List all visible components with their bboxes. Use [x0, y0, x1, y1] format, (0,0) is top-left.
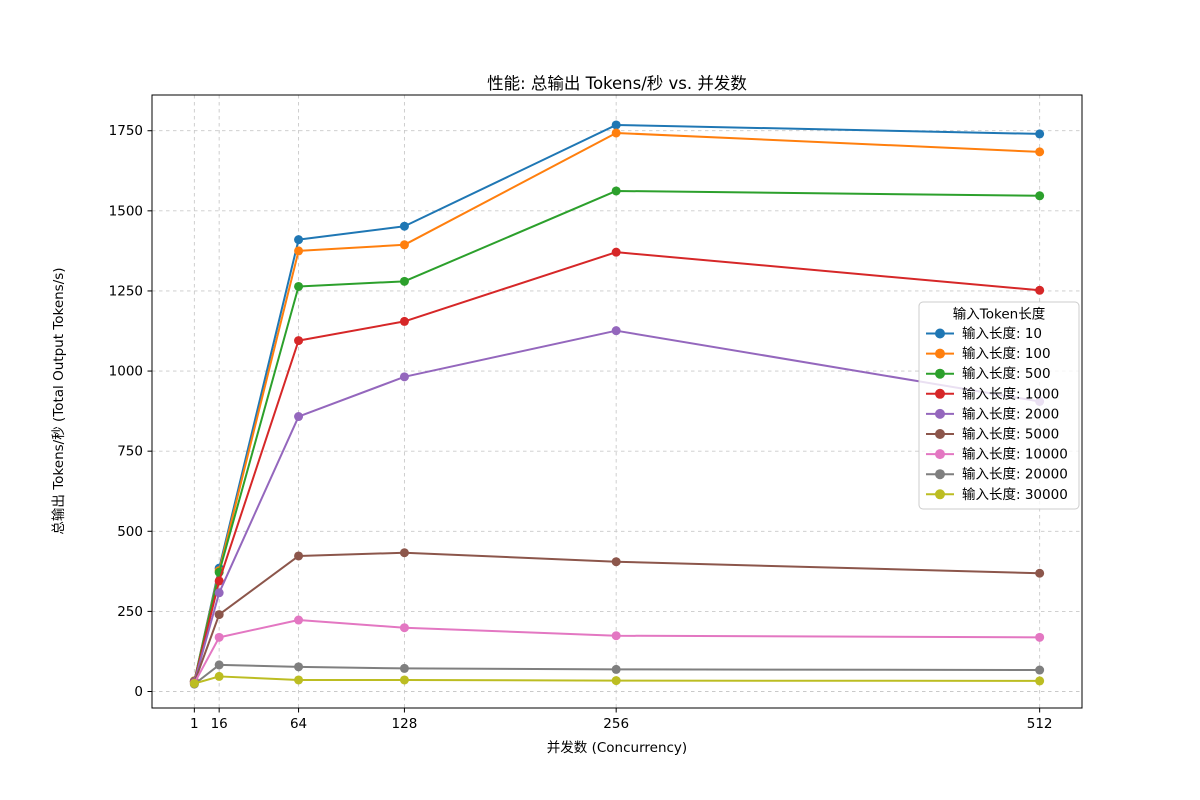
legend-title: 输入Token长度 [953, 307, 1045, 323]
y-tick-label-500: 500 [117, 524, 143, 540]
series-1-point-256 [611, 128, 621, 138]
legend-label-3: 输入长度: 1000 [962, 386, 1059, 402]
series-3-point-64 [294, 336, 304, 346]
series-3-point-256 [611, 247, 621, 257]
series-line-7 [193, 663, 1041, 686]
series-3-point-512 [1035, 285, 1045, 295]
series-line-5 [193, 551, 1041, 684]
series-line-0 [193, 123, 1041, 682]
series-0-point-512 [1035, 129, 1045, 139]
legend-marker-3 [935, 388, 945, 399]
legend-box [918, 301, 1080, 510]
y-tick-label-250: 250 [117, 604, 143, 620]
series-8-point-1 [189, 678, 199, 688]
series-3-point-128 [399, 316, 409, 326]
x-tick-label-256: 256 [603, 716, 629, 732]
series-line-6 [193, 619, 1041, 685]
legend-marker-8 [935, 489, 945, 500]
series-line-1 [193, 131, 1041, 682]
legend-label-7: 输入长度: 20000 [962, 467, 1068, 483]
series-1-point-512 [1035, 147, 1045, 157]
x-tick-label-128: 128 [392, 716, 418, 732]
series-6-point-64 [294, 615, 304, 625]
y-tick-label-0: 0 [134, 684, 143, 700]
legend-marker-1 [935, 348, 945, 359]
x-tick-label-16: 16 [211, 716, 228, 732]
series-0-point-128 [399, 221, 409, 231]
series-8-point-16 [214, 671, 224, 681]
series-4-point-16 [214, 588, 224, 598]
series-4-point-128 [399, 372, 409, 382]
series-6-point-512 [1035, 632, 1045, 642]
legend-marker-5 [935, 429, 945, 439]
legend-marker-0 [935, 328, 945, 339]
series-6-point-16 [214, 632, 224, 642]
series-1-point-128 [399, 240, 409, 250]
legend-marker-4 [935, 408, 945, 419]
legend-label-4: 输入长度: 2000 [962, 406, 1059, 422]
legend-label-0: 输入长度: 10 [962, 326, 1042, 342]
series-line-3 [193, 251, 1041, 683]
series-line-4 [193, 329, 1041, 683]
series-0-point-256 [611, 120, 621, 130]
series-5-point-256 [611, 557, 621, 567]
series-0-point-64 [294, 235, 304, 245]
y-tick-label-1250: 1250 [109, 283, 143, 299]
legend-label-8: 输入长度: 30000 [962, 487, 1068, 503]
series-2-point-64 [294, 281, 304, 291]
series-5-point-16 [214, 610, 224, 620]
y-tick-label-1750: 1750 [109, 123, 143, 139]
axes-frame [151, 94, 1083, 709]
series-5-point-512 [1035, 568, 1045, 578]
series-4-point-256 [611, 326, 621, 336]
legend-marker-2 [935, 368, 945, 379]
x-tick-label-512: 512 [1027, 716, 1053, 732]
y-tick-label-1000: 1000 [109, 364, 143, 380]
series-line-2 [193, 189, 1041, 683]
legend-marker-6 [935, 449, 945, 460]
series-8-point-512 [1035, 676, 1045, 686]
legend-label-2: 输入长度: 500 [962, 366, 1051, 382]
series-2-point-512 [1035, 191, 1045, 201]
series-2-point-256 [611, 186, 621, 196]
series-7-point-128 [399, 663, 409, 673]
legend-label-1: 输入长度: 100 [962, 346, 1051, 362]
series-8-point-128 [399, 675, 409, 685]
series-6-point-128 [399, 623, 409, 633]
series-5-point-128 [399, 548, 409, 558]
y-axis-label: 总输出 Tokens/秒 (Total Output Tokens/s) [51, 267, 67, 535]
legend-marker-7 [935, 469, 945, 480]
series-7-point-256 [611, 664, 621, 674]
chart-title: 性能: 总输出 Tokens/秒 vs. 并发数 [487, 74, 747, 93]
series-5-point-64 [294, 551, 304, 561]
series-7-point-16 [214, 660, 224, 670]
series-3-point-16 [214, 576, 224, 586]
x-tick-label-1: 1 [190, 716, 199, 732]
series-6-point-256 [611, 631, 621, 641]
series-1-point-64 [294, 246, 304, 256]
series-7-point-512 [1035, 665, 1045, 675]
series-7-point-64 [294, 662, 304, 672]
series-2-point-128 [399, 276, 409, 286]
series-4-point-64 [294, 412, 304, 422]
y-tick-label-750: 750 [117, 444, 143, 460]
x-tick-label-64: 64 [290, 716, 307, 732]
y-tick-label-1500: 1500 [109, 203, 143, 219]
series-8-point-64 [294, 675, 304, 685]
legend-label-5: 输入长度: 5000 [962, 427, 1059, 443]
series-8-point-256 [611, 676, 621, 686]
legend-label-6: 输入长度: 10000 [962, 447, 1068, 463]
x-axis-label: 并发数 (Concurrency) [546, 740, 688, 756]
